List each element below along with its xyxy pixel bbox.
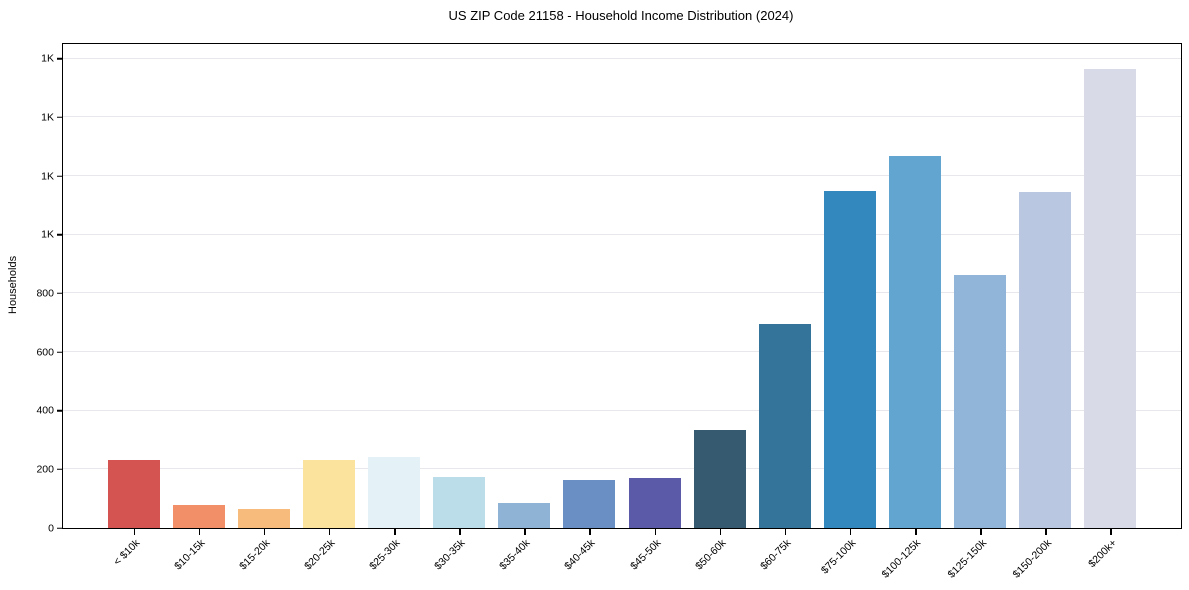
x-tick-label: $10-15k [171,537,208,573]
x-tick-mark [328,529,331,535]
x-tick-label: < $10k [111,537,143,568]
x-tick-mark [133,529,136,535]
x-tick-mark [589,529,591,535]
x-tick-label: $200k+ [1085,537,1119,571]
gridline [63,233,1181,235]
x-tick-label: $20-25k [302,537,338,573]
y-tick-mark [57,468,63,471]
bar-slot: $75-100k [817,44,882,576]
gridline [63,116,1181,118]
bar-$200k+ [1084,68,1137,528]
y-tick-mark [57,175,63,177]
bar-slot: $30-35k [427,44,492,572]
bar-$35-40k [498,503,551,528]
bar-slot: $50-60k [687,44,752,572]
bar-slot: $60-75k [752,44,817,572]
bars-container: < $10k $10-15k $15-20k $20-25k $25-30k $30-35… [63,44,1181,581]
bar-slot: $20-25k [296,44,361,572]
bar-< $10k [107,460,160,528]
x-tick-label: $125-150k [945,537,989,581]
bar-$125-150k [954,275,1007,528]
chart-title: US ZIP Code 21158 - Household Income Dis… [448,8,794,23]
bar-slot: $125-150k [945,44,1013,581]
bar-slot: $150-200k [1010,44,1078,581]
x-tick-label: $45-50k [627,537,664,573]
y-tick-label: 200 [36,463,54,476]
bar-$30-35k [433,476,486,528]
bar-slot: $15-20k [231,44,296,572]
y-axis-label: Households [7,255,19,315]
x-tick-mark [784,529,787,535]
x-tick-label: $25-30k [367,537,403,573]
y-tick-label: 600 [36,345,54,358]
bar-$20-25k [302,460,355,528]
bar-$40-45k [563,480,616,528]
x-tick-mark [980,529,982,535]
x-tick-label: $150-200k [1010,537,1054,581]
x-tick-mark [719,529,722,535]
y-tick-mark [57,351,63,353]
gridline [63,468,1181,470]
gridline [63,57,1181,59]
bar-slot: < $10k [101,44,166,568]
y-tick-mark [57,57,63,60]
plot-area: 0 200 400 600 800 1K 1K 1K 1K < $10k $10-15k $15-2… [36,43,1182,581]
bar-$100-125k [889,156,942,528]
x-tick-mark [915,529,917,535]
bar-slot: $10-15k [166,44,231,572]
bar-$50-60k [693,430,746,528]
x-tick-label: $40-45k [562,537,598,573]
y-tick-label: 0 [48,521,54,534]
y-tick-mark [57,292,63,295]
y-tick-label: 1K [41,52,54,65]
x-tick-mark [459,529,461,535]
x-tick-mark [263,529,266,535]
gridline [63,409,1181,411]
x-tick-label: $100-125k [879,537,924,581]
bar-slot: $25-30k [362,44,427,572]
x-tick-label: $30-35k [432,537,468,573]
gridline [63,175,1181,176]
x-tick-label: $35-40k [497,537,533,573]
bar-$25-30k [368,456,421,528]
y-tick-mark [57,233,63,236]
x-tick-mark [1110,529,1112,535]
gridline [63,351,1181,352]
y-tick-mark [57,116,63,119]
bar-slot: $35-40k [492,44,557,572]
x-tick-label: $50-60k [692,537,729,573]
bar-$75-100k [823,191,876,528]
bar-slot: $200k+ [1078,44,1143,570]
y-tick-label: 1K [41,228,54,241]
x-tick-mark [654,529,657,535]
y-tick-mark [57,527,63,529]
bar-slot: $100-125k [880,44,948,581]
y-tick-label: 400 [36,404,54,417]
x-tick-label: $15-20k [236,537,273,573]
x-tick-label: $60-75k [757,537,794,573]
y-tick-label: 1K [41,169,54,182]
x-tick-label: $75-100k [818,537,859,577]
bar-$10-15k [172,505,225,528]
x-tick-mark [849,529,852,535]
y-tick-label: 800 [36,287,54,300]
x-tick-mark [524,529,526,535]
x-tick-mark [394,529,396,535]
bar-$60-75k [758,324,811,528]
bar-$45-50k [628,478,681,528]
y-tick-mark [57,409,63,412]
bar-slot: $40-45k [557,44,622,572]
bar-slot: $45-50k [622,44,687,572]
bar-$15-20k [237,509,290,528]
y-tick-label: 1K [41,111,54,124]
x-tick-mark [1045,529,1047,535]
gridline [63,292,1181,294]
bar-$150-200k [1019,191,1072,528]
x-tick-mark [198,529,201,535]
